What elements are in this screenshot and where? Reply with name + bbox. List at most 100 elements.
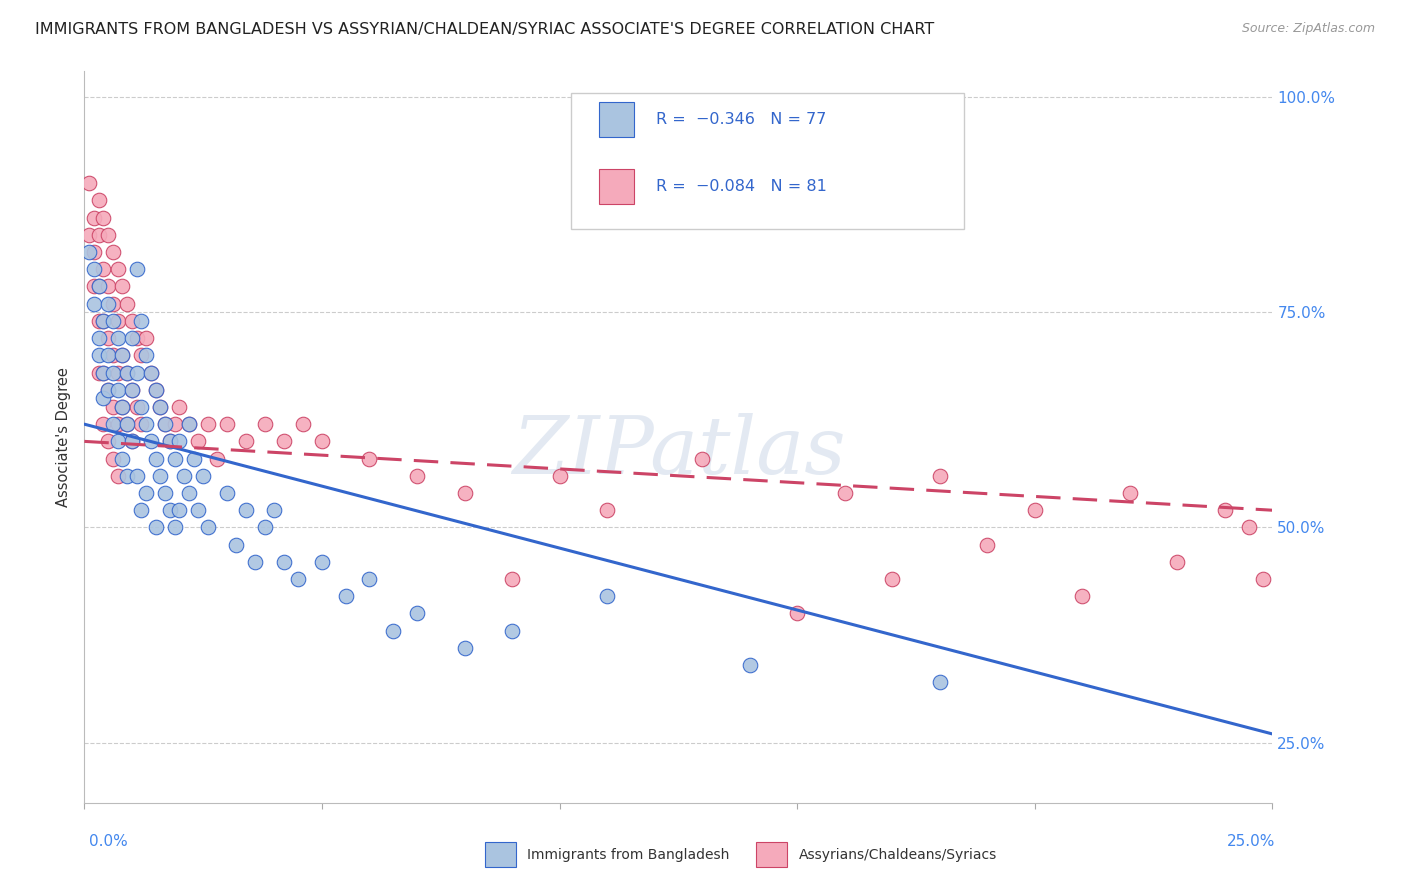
Point <box>101 348 124 362</box>
Point <box>121 314 143 328</box>
Point <box>163 417 186 432</box>
Point <box>115 417 138 432</box>
Point <box>690 451 713 466</box>
Point <box>359 451 381 466</box>
Point <box>177 417 200 432</box>
Point <box>93 417 115 432</box>
Text: R =  −0.346   N = 77: R = −0.346 N = 77 <box>655 112 827 128</box>
Point <box>93 366 115 380</box>
Point <box>87 348 110 362</box>
FancyBboxPatch shape <box>599 169 634 204</box>
Point <box>177 417 200 432</box>
Point <box>101 314 124 328</box>
Point <box>169 503 191 517</box>
Point <box>115 296 138 310</box>
Point <box>97 434 120 449</box>
Point <box>121 434 143 449</box>
Point <box>87 314 110 328</box>
Point <box>145 520 167 534</box>
Point <box>215 417 238 432</box>
Point <box>159 503 181 517</box>
Point <box>125 331 148 345</box>
Point <box>273 555 295 569</box>
Point <box>111 348 134 362</box>
Point <box>97 383 120 397</box>
Point <box>131 400 153 414</box>
Point <box>453 486 475 500</box>
Text: Source: ZipAtlas.com: Source: ZipAtlas.com <box>1241 22 1375 36</box>
Point <box>101 366 124 380</box>
Point <box>163 451 186 466</box>
Point <box>291 417 314 432</box>
Point <box>111 451 134 466</box>
Point <box>125 468 148 483</box>
Text: R =  −0.084   N = 81: R = −0.084 N = 81 <box>655 179 827 194</box>
Point <box>169 400 191 414</box>
Point <box>207 451 229 466</box>
Point <box>107 468 129 483</box>
Point <box>97 348 120 362</box>
Point <box>87 227 110 242</box>
Point <box>77 227 100 242</box>
Point <box>406 468 429 483</box>
Point <box>928 675 950 690</box>
Point <box>453 640 475 655</box>
Point <box>215 486 238 500</box>
Point <box>187 434 209 449</box>
Point <box>548 468 571 483</box>
FancyBboxPatch shape <box>571 94 963 228</box>
Point <box>173 468 195 483</box>
Point <box>163 520 186 534</box>
Point <box>1119 486 1142 500</box>
Point <box>121 383 143 397</box>
Point <box>93 366 115 380</box>
Point <box>107 417 129 432</box>
Point <box>87 279 110 293</box>
Point <box>101 417 124 432</box>
Point <box>111 348 134 362</box>
Point <box>786 607 808 621</box>
Point <box>406 607 429 621</box>
Point <box>177 486 200 500</box>
Point <box>115 366 138 380</box>
Point <box>125 400 148 414</box>
Point <box>245 555 267 569</box>
Point <box>121 331 143 345</box>
Point <box>93 314 115 328</box>
Text: IMMIGRANTS FROM BANGLADESH VS ASSYRIAN/CHALDEAN/SYRIAC ASSOCIATE'S DEGREE CORREL: IMMIGRANTS FROM BANGLADESH VS ASSYRIAN/C… <box>35 22 935 37</box>
Point <box>187 503 209 517</box>
Point <box>107 331 129 345</box>
Point <box>235 503 257 517</box>
Point <box>121 434 143 449</box>
Text: ZIPatlas: ZIPatlas <box>512 413 845 491</box>
Point <box>382 624 405 638</box>
Point <box>101 245 124 260</box>
Point <box>107 262 129 277</box>
Point <box>93 392 115 406</box>
Point <box>131 314 153 328</box>
Point <box>125 366 148 380</box>
Point <box>87 331 110 345</box>
Point <box>131 417 153 432</box>
Text: 0.0%: 0.0% <box>89 834 128 848</box>
Point <box>97 279 120 293</box>
Point <box>501 572 523 586</box>
Point <box>311 434 333 449</box>
Point <box>287 572 309 586</box>
Point <box>139 366 162 380</box>
Point <box>97 227 120 242</box>
Point <box>149 400 172 414</box>
Point <box>183 451 205 466</box>
Text: Assyrians/Chaldeans/Syriacs: Assyrians/Chaldeans/Syriacs <box>799 847 997 862</box>
Point <box>115 468 138 483</box>
Point <box>191 468 215 483</box>
Point <box>501 624 523 638</box>
Point <box>596 589 619 603</box>
Point <box>738 658 761 673</box>
Point <box>101 451 124 466</box>
Point <box>882 572 904 586</box>
Text: 25.0%: 25.0% <box>1227 834 1275 848</box>
Point <box>225 538 247 552</box>
Point <box>149 468 172 483</box>
Point <box>107 434 129 449</box>
